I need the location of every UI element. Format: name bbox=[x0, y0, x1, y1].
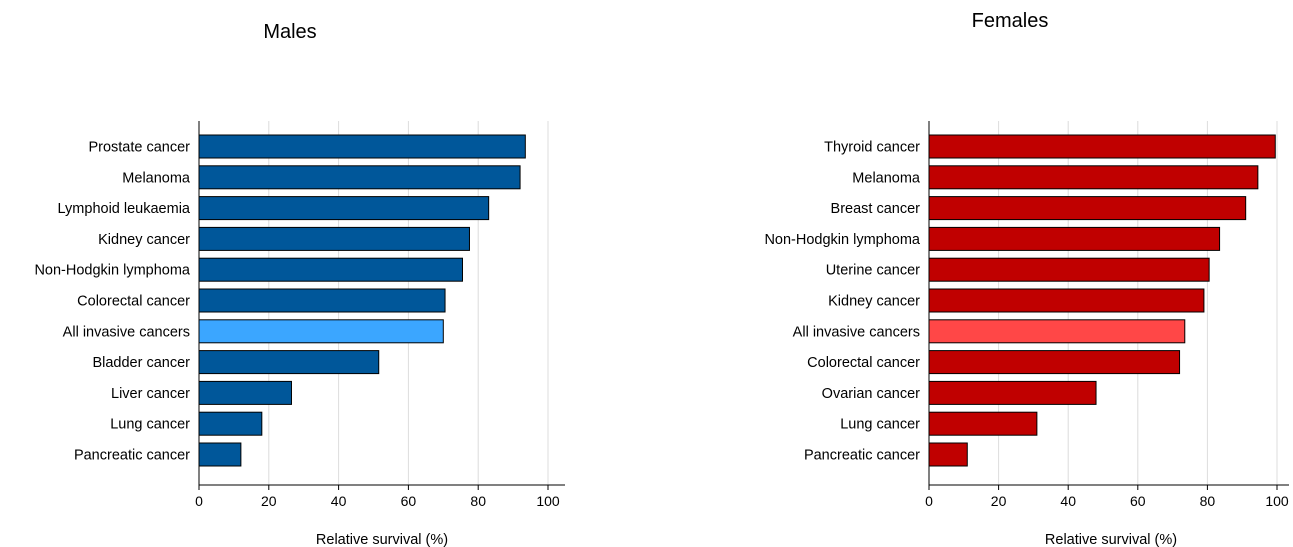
males-tick-label-0: 0 bbox=[195, 493, 203, 509]
females-bar-thyroid-cancer bbox=[928, 134, 1276, 159]
females-bar-colorectal-cancer bbox=[928, 350, 1181, 375]
males-category-label-kidney-cancer: Kidney cancer bbox=[98, 232, 190, 248]
males-bar-non-hodgkin-lymphoma bbox=[198, 257, 463, 282]
females-bar-all-invasive-cancers bbox=[928, 319, 1186, 344]
females-bar-non-hodgkin-lymphoma bbox=[928, 226, 1221, 251]
males-tick-label-60: 60 bbox=[401, 493, 417, 509]
females-bar-lung-cancer bbox=[928, 411, 1038, 436]
females-chart-title: Females bbox=[972, 10, 1049, 32]
females-category-label-ovarian-cancer: Ovarian cancer bbox=[822, 386, 920, 402]
females-bar-kidney-cancer bbox=[928, 288, 1205, 313]
males-category-label-bladder-cancer: Bladder cancer bbox=[92, 355, 190, 371]
females-category-label-lung-cancer: Lung cancer bbox=[840, 417, 920, 433]
males-bar-bladder-cancer bbox=[198, 350, 380, 375]
females-bar-breast-cancer bbox=[928, 196, 1247, 221]
males-tick-label-20: 20 bbox=[261, 493, 277, 509]
males-category-label-colorectal-cancer: Colorectal cancer bbox=[77, 294, 190, 310]
males-category-label-lymphoid-leukaemia: Lymphoid leukaemia bbox=[58, 201, 191, 217]
males-x-axis-label: Relative survival (%) bbox=[316, 532, 448, 547]
females-tick-label-80: 80 bbox=[1200, 493, 1216, 509]
females-category-label-non-hodgkin-lymphoma: Non-Hodgkin lymphoma bbox=[764, 232, 920, 248]
females-category-label-thyroid-cancer: Thyroid cancer bbox=[824, 140, 920, 156]
females-tick-label-60: 60 bbox=[1130, 493, 1146, 509]
females-category-label-breast-cancer: Breast cancer bbox=[831, 201, 921, 217]
males-bar-kidney-cancer bbox=[198, 226, 470, 251]
males-category-label-melanoma: Melanoma bbox=[122, 170, 191, 186]
females-category-label-uterine-cancer: Uterine cancer bbox=[826, 263, 920, 279]
males-category-label-lung-cancer: Lung cancer bbox=[110, 417, 190, 433]
females-tick-label-0: 0 bbox=[925, 493, 933, 509]
males-tick-label-80: 80 bbox=[470, 493, 486, 509]
females-category-label-colorectal-cancer: Colorectal cancer bbox=[807, 355, 920, 371]
females-tick-label-40: 40 bbox=[1060, 493, 1076, 509]
males-category-label-pancreatic-cancer: Pancreatic cancer bbox=[74, 448, 190, 464]
females-x-axis-label: Relative survival (%) bbox=[1045, 532, 1177, 547]
males-category-label-liver-cancer: Liver cancer bbox=[111, 386, 190, 402]
females-category-label-pancreatic-cancer: Pancreatic cancer bbox=[804, 448, 920, 464]
males-bar-liver-cancer bbox=[198, 380, 292, 405]
males-bar-lymphoid-leukaemia bbox=[198, 196, 490, 221]
females-tick-label-100: 100 bbox=[1265, 493, 1289, 509]
males-chart-title: Males bbox=[263, 21, 316, 43]
females-category-label-kidney-cancer: Kidney cancer bbox=[828, 294, 920, 310]
males-category-label-all-invasive-cancers: All invasive cancers bbox=[63, 324, 190, 340]
females-category-label-melanoma: Melanoma bbox=[852, 170, 921, 186]
males-tick-label-100: 100 bbox=[536, 493, 560, 509]
females-bar-uterine-cancer bbox=[928, 257, 1210, 282]
males-bar-prostate-cancer bbox=[198, 134, 526, 159]
females-bar-melanoma bbox=[928, 165, 1259, 190]
males-chart-panel: Males Prostate cancer Melanoma Lymphoid leu… bbox=[34, 21, 565, 547]
females-bar-ovarian-cancer bbox=[928, 380, 1097, 405]
females-tick-label-20: 20 bbox=[991, 493, 1007, 509]
males-bar-lung-cancer bbox=[198, 411, 263, 436]
males-tick-label-40: 40 bbox=[331, 493, 347, 509]
males-bar-melanoma bbox=[198, 165, 521, 190]
females-bar-pancreatic-cancer bbox=[928, 442, 968, 467]
males-category-label-prostate-cancer: Prostate cancer bbox=[88, 140, 190, 156]
males-bar-all-invasive-cancers bbox=[198, 319, 444, 344]
males-category-label-non-hodgkin-lymphoma: Non-Hodgkin lymphoma bbox=[34, 263, 190, 279]
males-bar-pancreatic-cancer bbox=[198, 442, 242, 467]
females-chart-panel: Females Thyroid cancer Melanoma Breast canc… bbox=[764, 10, 1289, 547]
females-category-label-all-invasive-cancers: All invasive cancers bbox=[793, 324, 920, 340]
males-bar-colorectal-cancer bbox=[198, 288, 446, 313]
